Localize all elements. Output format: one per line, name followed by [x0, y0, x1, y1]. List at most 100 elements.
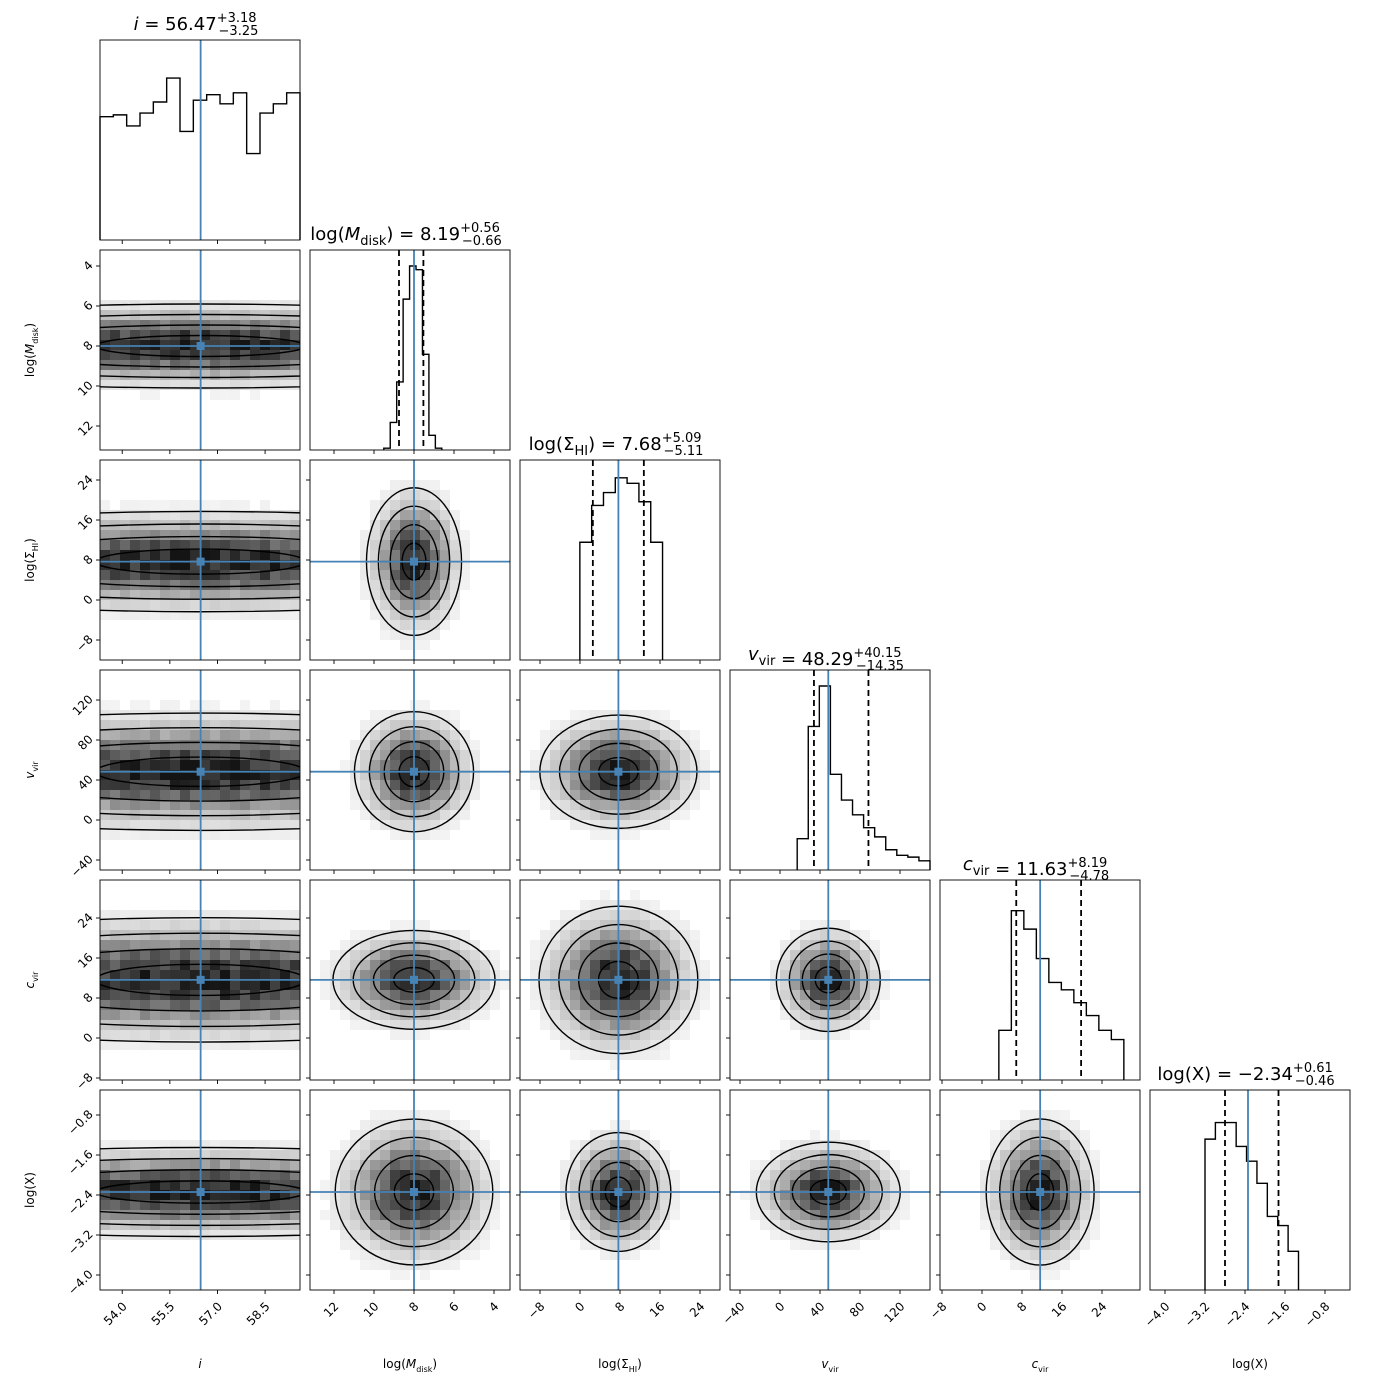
histogram-C: [998, 910, 1125, 1080]
density-S-vs-i: [100, 500, 300, 620]
y-tick-label: 0: [80, 592, 95, 607]
panel-C-vs-V: [726, 879, 931, 1084]
x-tick-label: −2.4: [1222, 1299, 1253, 1330]
truth-point: [196, 767, 205, 776]
truth-point: [196, 975, 205, 984]
panel-frame: [99, 249, 301, 451]
panel-C-vs-i: −8 0 8 16 24: [73, 879, 301, 1093]
x-axis-label-i: i: [198, 1357, 202, 1371]
x-tick-label: 16: [647, 1299, 668, 1320]
x-tick-label: 8: [612, 1299, 627, 1314]
y-axis-label-S: log(ΣHI): [23, 538, 40, 582]
panel-frame: [309, 1089, 511, 1291]
x-tick-label: 6: [446, 1299, 461, 1314]
x-tick-label: 24: [687, 1299, 708, 1320]
panel-V-vs-S: [516, 669, 721, 874]
truth-point: [614, 975, 623, 984]
panel-frame: [309, 249, 511, 451]
x-tick-label: 120: [881, 1299, 907, 1325]
x-tick-label: −4.0: [1142, 1299, 1173, 1330]
truth-point: [824, 1188, 833, 1196]
panel-X-vs-V: −40 0 40 80 120: [720, 1089, 931, 1327]
x-axis-label-X: log(X): [1232, 1357, 1268, 1371]
title-minus: −0.66: [462, 234, 502, 249]
panel-frame: [939, 879, 1141, 1081]
panel-X-vs-S: −8 0 8 16 24: [516, 1089, 721, 1322]
truth-point: [196, 342, 205, 350]
histogram-M: [383, 265, 443, 450]
title-median: 8.19: [420, 224, 460, 245]
x-tick-label: 16: [1049, 1299, 1070, 1320]
y-axis-label-M: log(Mdisk): [23, 323, 40, 377]
truth-point: [196, 1188, 205, 1196]
y-tick-label: 12: [75, 418, 96, 439]
panel-frame: [1149, 1089, 1351, 1291]
x-axis-label-S: log(ΣHI): [598, 1357, 642, 1374]
y-tick-label: 8: [80, 552, 95, 567]
x-tick-label: −1.6: [1262, 1299, 1293, 1330]
title-median: 11.63: [1016, 859, 1068, 880]
y-tick-label: 0: [80, 812, 95, 827]
panel-S-vs-M: [306, 459, 511, 664]
y-tick-label: 24: [75, 910, 96, 931]
y-tick-label: 80: [75, 732, 96, 753]
panel-frame: [309, 879, 511, 1081]
hist-panel-S: log(ΣHI) = 7.68+5.09 −5.11: [519, 431, 721, 664]
y-axis-label-C: cvir: [23, 971, 40, 989]
panel-frame: [729, 879, 931, 1081]
panel-frame: [939, 1089, 1141, 1291]
hist-panel-i: i = 56.47+3.18 −3.25: [99, 11, 301, 244]
hist-panel-X: log(X) = −2.34+0.61 −0.46 −4.0 −3.2 −2.4 −1.6…: [1142, 1061, 1351, 1330]
truth-point: [410, 975, 418, 984]
x-tick-label: 8: [406, 1299, 421, 1314]
title-median: 48.29: [802, 649, 854, 670]
x-tick-label: 0: [772, 1299, 787, 1314]
x-tick-label: 24: [1089, 1299, 1110, 1320]
y-axis-label-V: vvir: [23, 761, 40, 779]
density-M-vs-i: [100, 300, 300, 400]
x-tick-label: 80: [847, 1299, 868, 1320]
x-tick-label: −8: [927, 1299, 949, 1321]
title-median: −2.34: [1238, 1064, 1293, 1085]
title-plus: +8.19: [1067, 856, 1107, 871]
y-tick-label: −2.4: [65, 1187, 96, 1218]
truth-point: [824, 975, 833, 984]
panel-X-vs-M: 4 6 8 10 12: [306, 1089, 511, 1320]
y-tick-label: 0: [80, 1030, 95, 1045]
histogram-X: [1204, 1121, 1300, 1290]
title-plus: +3.18: [217, 11, 257, 26]
x-axis-label-V: vvir: [821, 1357, 839, 1374]
title-minus: −5.11: [664, 444, 704, 459]
x-tick-label: 55.5: [149, 1299, 178, 1328]
x-tick-label: −8: [525, 1299, 547, 1321]
y-tick-label: 6: [80, 298, 95, 313]
title-plus: +0.61: [1293, 1061, 1333, 1076]
title-minus: −4.78: [1069, 869, 1109, 884]
x-tick-label: 4: [486, 1299, 501, 1314]
x-tick-label: −0.8: [1302, 1299, 1333, 1330]
density-X-vs-C: [980, 1110, 1100, 1280]
title-minus: −0.46: [1295, 1074, 1335, 1089]
panel-frame: [729, 1089, 931, 1291]
y-tick-label: −0.8: [65, 1107, 96, 1138]
truth-point: [196, 557, 205, 566]
y-tick-label: −1.6: [65, 1147, 96, 1178]
truth-point: [614, 1188, 623, 1196]
density-S-vs-M: [360, 480, 470, 650]
y-tick-label: 4: [80, 258, 95, 273]
title-plus: +5.09: [662, 431, 702, 446]
panel-frame: [99, 879, 301, 1081]
y-tick-label: 10: [75, 378, 96, 399]
panel-frame: [99, 669, 301, 871]
y-tick-label: −8: [73, 1070, 95, 1092]
title-plus: +40.15: [853, 646, 901, 661]
density-X-vs-V: [740, 1130, 910, 1250]
panel-X-vs-C: −8 0 8 16 24: [927, 1089, 1141, 1322]
hist-panel-M: log(Mdisk) = 8.19+0.56 −0.66: [309, 221, 511, 454]
title-i: i = 56.47+3.18 −3.25: [134, 11, 259, 39]
hist-panel-V: vvir = 48.29+40.15 −14.35: [729, 644, 931, 874]
panel-frame: [99, 1089, 301, 1291]
title-S: log(ΣHI) = 7.68+5.09 −5.11: [529, 431, 704, 459]
y-tick-label: −4.0: [65, 1267, 96, 1298]
